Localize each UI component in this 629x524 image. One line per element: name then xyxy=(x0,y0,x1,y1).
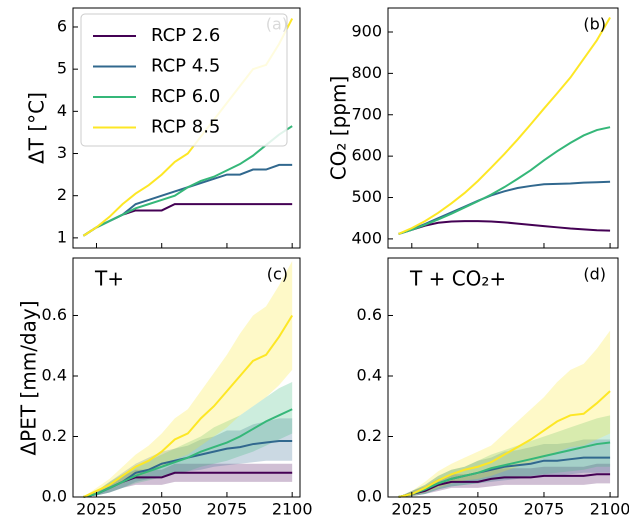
series-line xyxy=(398,220,611,235)
legend-label: RCP 8.5 xyxy=(151,117,220,138)
y-tick-label: 0.2 xyxy=(357,426,382,445)
y-tick-label: 800 xyxy=(351,63,382,82)
panel-label: (c) xyxy=(267,265,288,284)
panel: 0.0 0.2 0.4 0.6 2025 2050 2075 2100 (d) T + CO₂+ xyxy=(357,257,629,519)
x-tick-label: 2100 xyxy=(590,500,629,519)
y-axis-label: ΔPET [mm/day] xyxy=(17,300,41,455)
series-line xyxy=(398,180,611,235)
series-line xyxy=(82,163,293,237)
uncertainty-band xyxy=(398,415,611,497)
axes-frame xyxy=(387,7,619,249)
series-line xyxy=(82,203,293,237)
y-tick-label: 0.4 xyxy=(42,365,67,384)
uncertainty-band xyxy=(398,463,611,497)
series-line xyxy=(82,125,293,237)
series-line xyxy=(398,17,611,235)
y-tick-label: 5 xyxy=(57,59,67,78)
y-tick-label: 0.0 xyxy=(42,487,67,506)
x-tick-label: 2025 xyxy=(76,500,117,519)
y-tick-label: 600 xyxy=(351,146,382,165)
x-tick-label: 2075 xyxy=(207,500,248,519)
legend-label: RCP 6.0 xyxy=(151,86,220,107)
series-line xyxy=(83,314,294,498)
x-tick-label: 2050 xyxy=(458,500,499,519)
legend-box xyxy=(80,13,288,147)
y-axis-label: ΔT [°C] xyxy=(25,92,49,164)
x-tick-label: 2100 xyxy=(272,500,313,519)
panel-title: T + CO₂+ xyxy=(409,267,506,291)
panel-label: (d) xyxy=(583,265,606,284)
y-tick-label: 3 xyxy=(57,143,67,162)
legend-label: RCP 2.6 xyxy=(151,25,220,46)
y-tick-label: 900 xyxy=(351,22,382,41)
y-tick-label: 4 xyxy=(57,101,67,120)
series-line xyxy=(398,473,611,498)
axes-frame xyxy=(72,257,301,498)
y-tick-label: 0.2 xyxy=(42,426,67,445)
series-line xyxy=(83,408,293,498)
y-tick-label: 1 xyxy=(57,227,67,246)
x-tick-label: 2025 xyxy=(391,500,432,519)
legend-label: RCP 4.5 xyxy=(151,56,220,77)
uncertainty-band xyxy=(83,382,293,497)
panel: 400 500 600 700 800 900 (b) CO₂ [ppm] xyxy=(327,7,619,249)
y-tick-label: 0.4 xyxy=(357,365,382,384)
y-tick-label: 0.6 xyxy=(357,305,382,324)
uncertainty-band xyxy=(398,330,611,497)
y-tick-label: 500 xyxy=(351,187,382,206)
y-axis-label: CO₂ [ppm] xyxy=(327,76,351,181)
panel-label: (b) xyxy=(583,15,606,34)
y-tick-label: 400 xyxy=(351,228,382,247)
x-tick-label: 2050 xyxy=(141,500,182,519)
uncertainty-band xyxy=(83,261,293,497)
y-tick-label: 0.0 xyxy=(357,487,382,506)
y-tick-label: 6 xyxy=(57,16,67,35)
y-tick-label: 2 xyxy=(57,185,67,204)
series-line xyxy=(398,126,611,235)
axes-frame xyxy=(72,7,301,249)
panel: 0.0 0.2 0.4 0.6 2025 2050 2075 2100 (c) T+ ΔPET [m… xyxy=(17,257,313,519)
x-tick-label: 2075 xyxy=(524,500,565,519)
series-line xyxy=(398,390,611,498)
series-line xyxy=(398,441,611,498)
y-tick-label: 0.6 xyxy=(42,305,67,324)
y-tick-label: 700 xyxy=(351,104,382,123)
axes-frame xyxy=(387,257,619,498)
panel-title: T+ xyxy=(94,267,124,291)
